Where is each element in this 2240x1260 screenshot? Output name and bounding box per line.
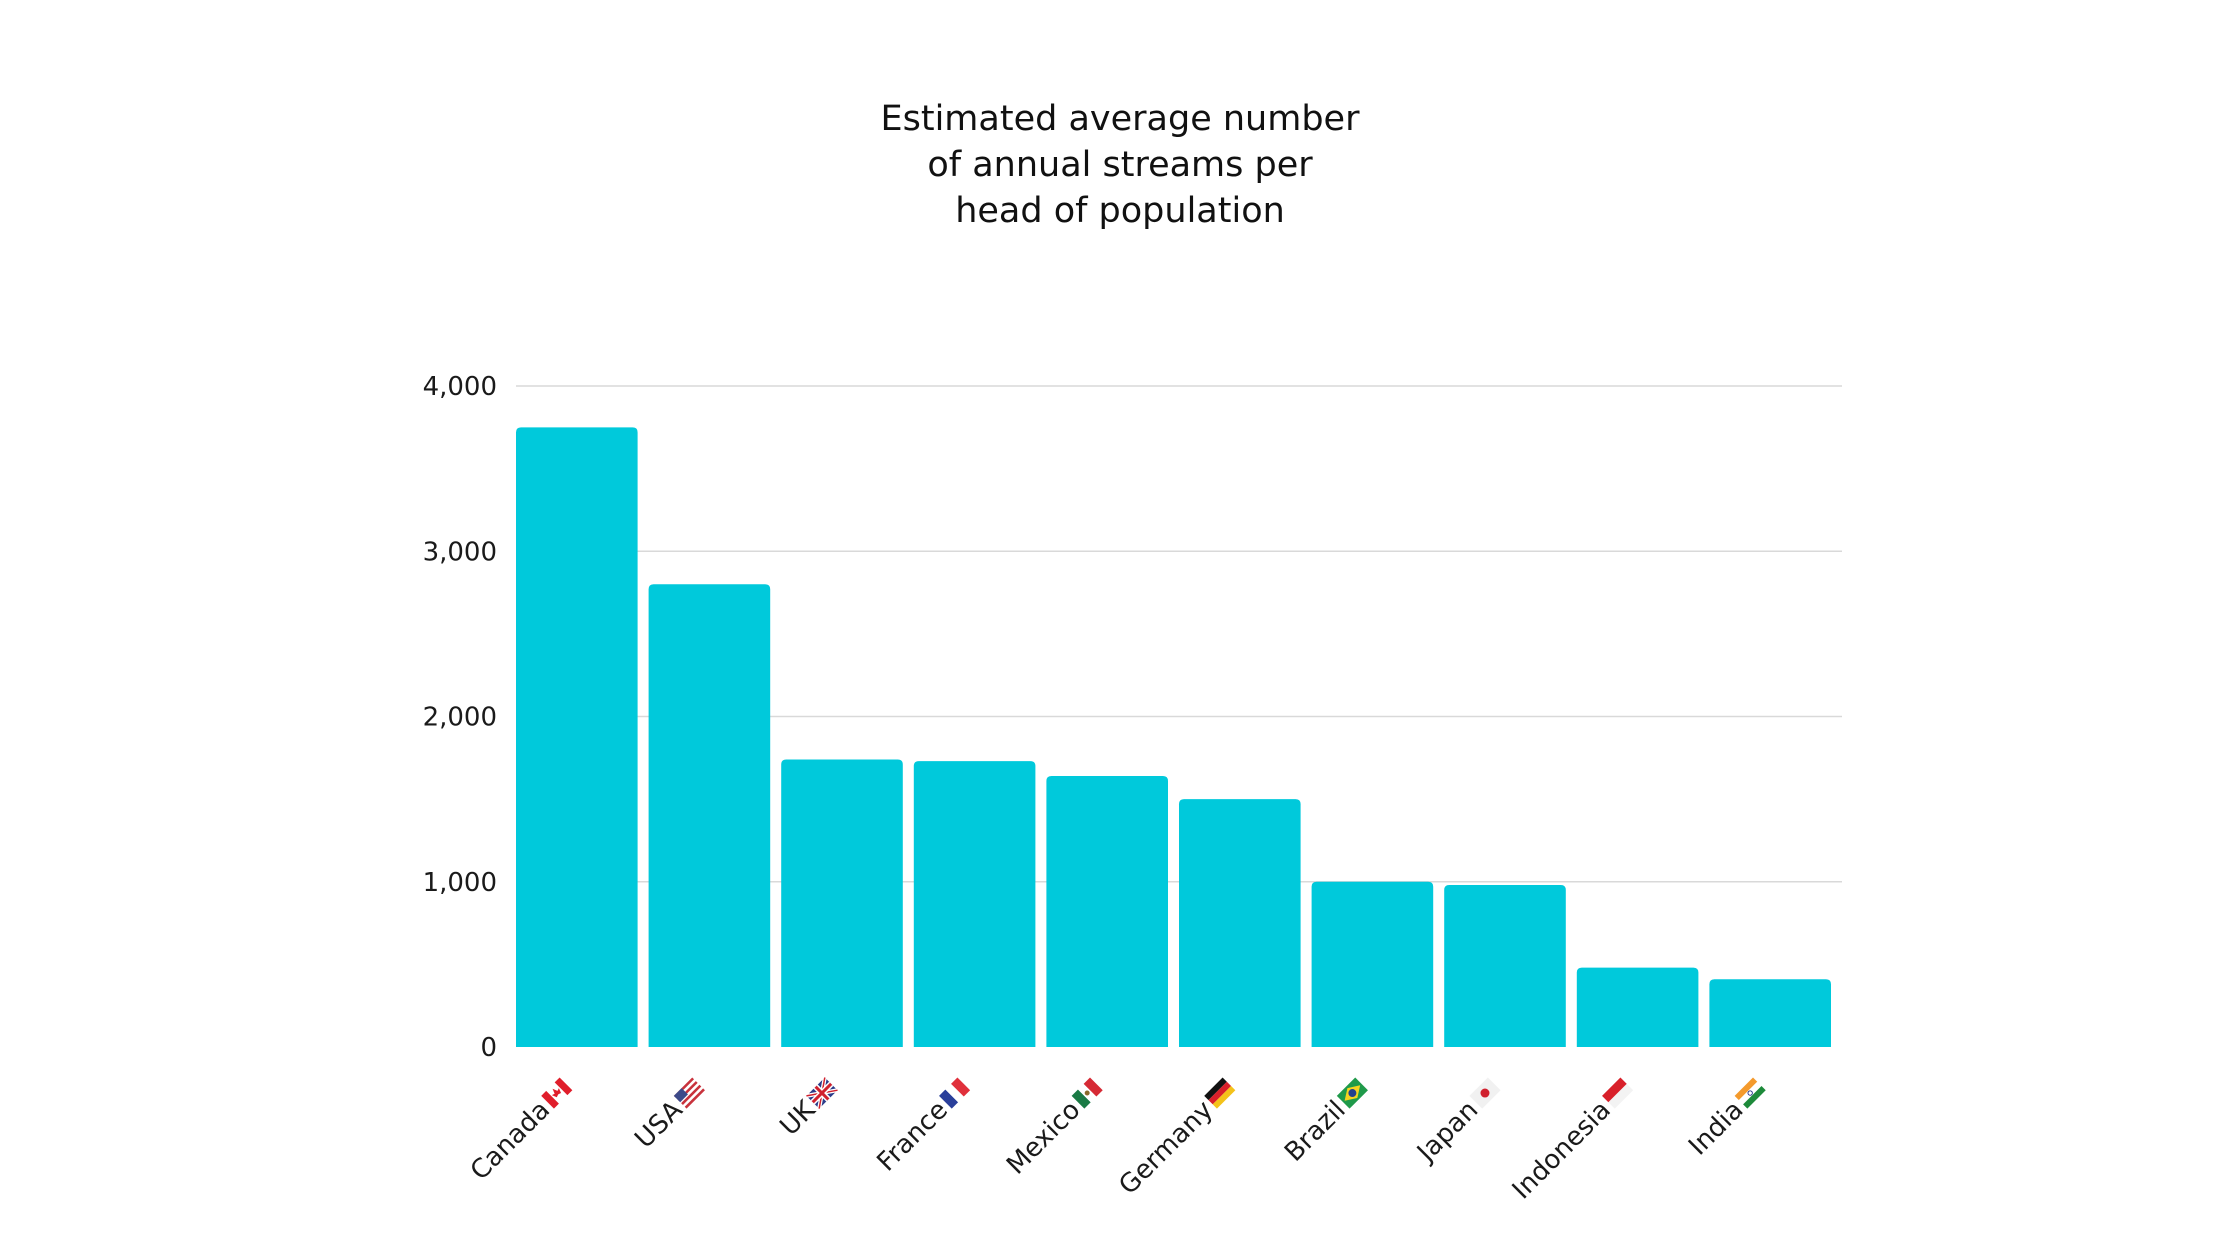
- bar-uk: [781, 759, 903, 1047]
- y-axis-ticks: 0 1,000 2,000 3,000 4,000: [423, 372, 497, 1063]
- bar-canada: [516, 427, 638, 1047]
- x-tick-japan: Japan: [1410, 1077, 1501, 1169]
- chart-title-line-3: head of population: [955, 191, 1285, 231]
- y-tick-label: 1,000: [423, 868, 497, 898]
- bar-france: [913, 761, 1036, 1047]
- x-axis-labels: Canada USA UK France Mexico Germany Brazil Japa…: [465, 1077, 1766, 1205]
- flag-indonesia-icon: [1602, 1077, 1634, 1109]
- bar-indonesia: [1576, 967, 1699, 1047]
- x-tick-label: Canada: [465, 1095, 556, 1186]
- flag-france-icon: [939, 1077, 971, 1109]
- flag-mexico-icon: [1071, 1077, 1103, 1109]
- x-tick-indonesia: Indonesia: [1507, 1077, 1634, 1205]
- bar-germany: [1179, 799, 1301, 1047]
- bar-usa: [648, 584, 771, 1047]
- bar-mexico: [1046, 775, 1168, 1047]
- flag-brazil-icon: [1336, 1077, 1368, 1109]
- flag-canada-icon: [541, 1077, 573, 1109]
- x-tick-brazil: Brazil: [1279, 1077, 1368, 1168]
- y-tick-label: 2,000: [423, 703, 497, 733]
- x-tick-france: France: [872, 1077, 971, 1177]
- flag-usa-icon: [673, 1077, 705, 1109]
- flag-germany-icon: [1204, 1077, 1236, 1109]
- bar-brazil: [1311, 881, 1434, 1047]
- x-tick-label: USA: [629, 1095, 688, 1154]
- x-tick-label: Japan: [1410, 1095, 1484, 1169]
- flag-japan-icon: [1469, 1077, 1501, 1109]
- x-tick-india: India: [1683, 1077, 1766, 1161]
- x-tick-canada: Canada: [465, 1077, 573, 1186]
- y-tick-label: 4,000: [423, 372, 497, 402]
- bar-india: [1709, 979, 1831, 1047]
- chart-title-line-1: Estimated average number: [880, 99, 1360, 139]
- chart-title-line-2: of annual streams per: [927, 145, 1313, 185]
- x-tick-uk: UK: [775, 1077, 838, 1142]
- flag-india-icon: [1734, 1077, 1766, 1109]
- chart-title: Estimated average number of annual strea…: [0, 96, 2240, 234]
- x-tick-label: Germany: [1113, 1095, 1219, 1201]
- x-tick-usa: USA: [629, 1077, 705, 1154]
- x-tick-label: Brazil: [1279, 1095, 1352, 1168]
- y-tick-label: 3,000: [423, 537, 497, 567]
- x-tick-label: Indonesia: [1507, 1095, 1617, 1205]
- x-tick-label: India: [1683, 1095, 1749, 1161]
- x-tick-germany: Germany: [1113, 1077, 1236, 1201]
- y-tick-label: 0: [480, 1033, 497, 1063]
- flag-uk-icon: [806, 1077, 838, 1109]
- x-tick-label: France: [872, 1095, 954, 1177]
- bar-japan: [1444, 885, 1566, 1047]
- bars: [516, 427, 1831, 1047]
- x-tick-label: Mexico: [1001, 1095, 1086, 1180]
- x-tick-mexico: Mexico: [1001, 1077, 1103, 1181]
